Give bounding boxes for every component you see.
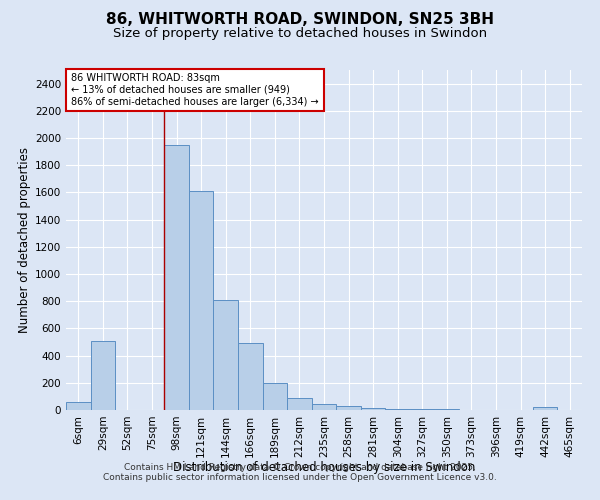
Bar	[385, 408, 410, 410]
X-axis label: Distribution of detached houses by size in Swindon: Distribution of detached houses by size …	[173, 461, 475, 474]
Bar	[361, 408, 385, 410]
Bar	[287, 398, 312, 410]
Bar	[189, 191, 214, 410]
Text: 86 WHITWORTH ROAD: 83sqm
← 13% of detached houses are smaller (949)
86% of semi-: 86 WHITWORTH ROAD: 83sqm ← 13% of detach…	[71, 74, 319, 106]
Bar	[336, 406, 361, 410]
Bar	[263, 384, 287, 410]
Y-axis label: Number of detached properties: Number of detached properties	[18, 147, 31, 333]
Bar	[66, 402, 91, 410]
Text: Contains HM Land Registry data © Crown copyright and database right 2025.: Contains HM Land Registry data © Crown c…	[124, 464, 476, 472]
Bar	[91, 340, 115, 410]
Text: 86, WHITWORTH ROAD, SWINDON, SN25 3BH: 86, WHITWORTH ROAD, SWINDON, SN25 3BH	[106, 12, 494, 28]
Text: Contains public sector information licensed under the Open Government Licence v3: Contains public sector information licen…	[103, 474, 497, 482]
Bar	[434, 408, 459, 410]
Bar	[164, 145, 189, 410]
Bar	[312, 404, 336, 410]
Bar	[238, 344, 263, 410]
Bar	[214, 300, 238, 410]
Text: Size of property relative to detached houses in Swindon: Size of property relative to detached ho…	[113, 28, 487, 40]
Bar	[533, 408, 557, 410]
